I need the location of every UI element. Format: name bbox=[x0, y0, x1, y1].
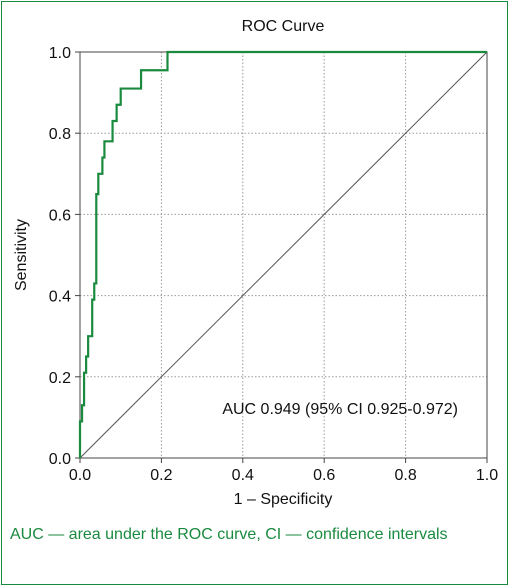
y-axis-label: Sensitivity bbox=[13, 219, 30, 291]
axis-ticks: 0.0 0.2 0.4 0.6 0.8 1.0 0.0 0.2 0.4 0.6 0.8 1.0 bbox=[49, 45, 498, 484]
roc-curve-line bbox=[78, 50, 487, 458]
x-tick-label: 0.0 bbox=[69, 467, 91, 484]
reference-diagonal-line bbox=[79, 51, 488, 459]
series-group bbox=[78, 50, 488, 459]
x-tick-label: 0.8 bbox=[394, 467, 416, 484]
x-tick-label: 0.4 bbox=[232, 467, 254, 484]
chart-title: ROC Curve bbox=[242, 18, 325, 35]
x-tick-label: 0.6 bbox=[313, 467, 335, 484]
x-tick-label: 0.2 bbox=[150, 467, 172, 484]
figure-caption: AUC — area under the ROC curve, CI — con… bbox=[10, 526, 448, 543]
y-tick-label: 1.0 bbox=[49, 45, 71, 62]
y-tick-label: 0.4 bbox=[49, 289, 71, 306]
grid bbox=[80, 52, 487, 458]
x-tick-label: 1.0 bbox=[476, 467, 498, 484]
y-tick-label: 0.6 bbox=[49, 207, 71, 224]
y-tick-label: 0.2 bbox=[49, 370, 71, 387]
auc-annotation: AUC 0.949 (95% CI 0.925-0.972) bbox=[222, 401, 458, 418]
x-axis-label: 1 – Specificity bbox=[234, 491, 333, 508]
y-tick-label: 0.0 bbox=[49, 451, 71, 468]
y-tick-label: 0.8 bbox=[49, 126, 71, 143]
